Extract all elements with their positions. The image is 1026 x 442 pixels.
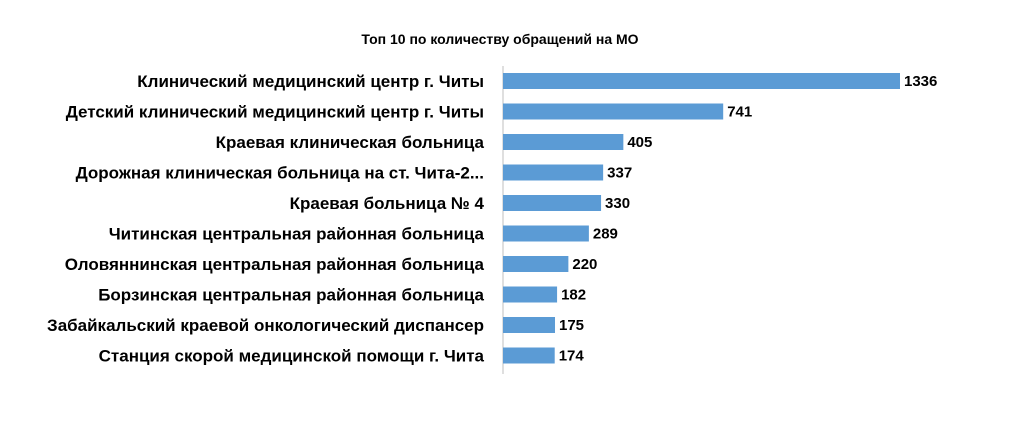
bar	[503, 103, 724, 120]
bar	[503, 73, 900, 89]
category-label: Клинический медицинский центр г. Читы	[137, 72, 484, 91]
bars-group	[503, 73, 900, 364]
data-label: 337	[607, 165, 632, 182]
data-label: 289	[593, 226, 618, 243]
category-label: Краевая больница № 4	[290, 194, 485, 213]
data-label: 405	[627, 134, 652, 151]
bar	[503, 286, 558, 303]
bar	[503, 256, 569, 272]
category-label: Краевая клиническая больница	[216, 133, 485, 152]
category-label: Дорожная клиническая больница на ст. Чит…	[76, 164, 484, 183]
chart-title: Топ 10 по количеству обращений на МО	[361, 31, 638, 47]
category-label: Детский клинический медицинский центр г.…	[66, 103, 484, 122]
data-label: 1336	[904, 73, 937, 90]
data-label: 220	[572, 256, 597, 273]
bar	[503, 134, 624, 150]
bar	[503, 195, 602, 211]
data-label: 175	[559, 317, 584, 334]
value-labels-group: 1336 741 405 337 330 289 220 182 175 174	[559, 73, 938, 365]
category-label: Читинская центральная районная больница	[109, 225, 485, 244]
bar	[503, 164, 604, 181]
data-label: 174	[559, 348, 585, 365]
bar	[503, 317, 556, 333]
category-label: Борзинская центральная районная больница	[98, 286, 484, 305]
data-label: 330	[605, 195, 630, 212]
data-label: 741	[727, 104, 752, 121]
data-label: 182	[561, 287, 586, 304]
category-label: Станция скорой медицинской помощи г. Чит…	[99, 347, 485, 366]
bar	[503, 225, 589, 242]
bar	[503, 347, 555, 364]
category-label: Оловяннинская центральная районная больн…	[65, 255, 485, 274]
category-label: Забайкальский краевой онкологический дис…	[47, 316, 484, 335]
category-labels-group: Клинический медицинский центр г. Читы Дет…	[47, 72, 484, 366]
